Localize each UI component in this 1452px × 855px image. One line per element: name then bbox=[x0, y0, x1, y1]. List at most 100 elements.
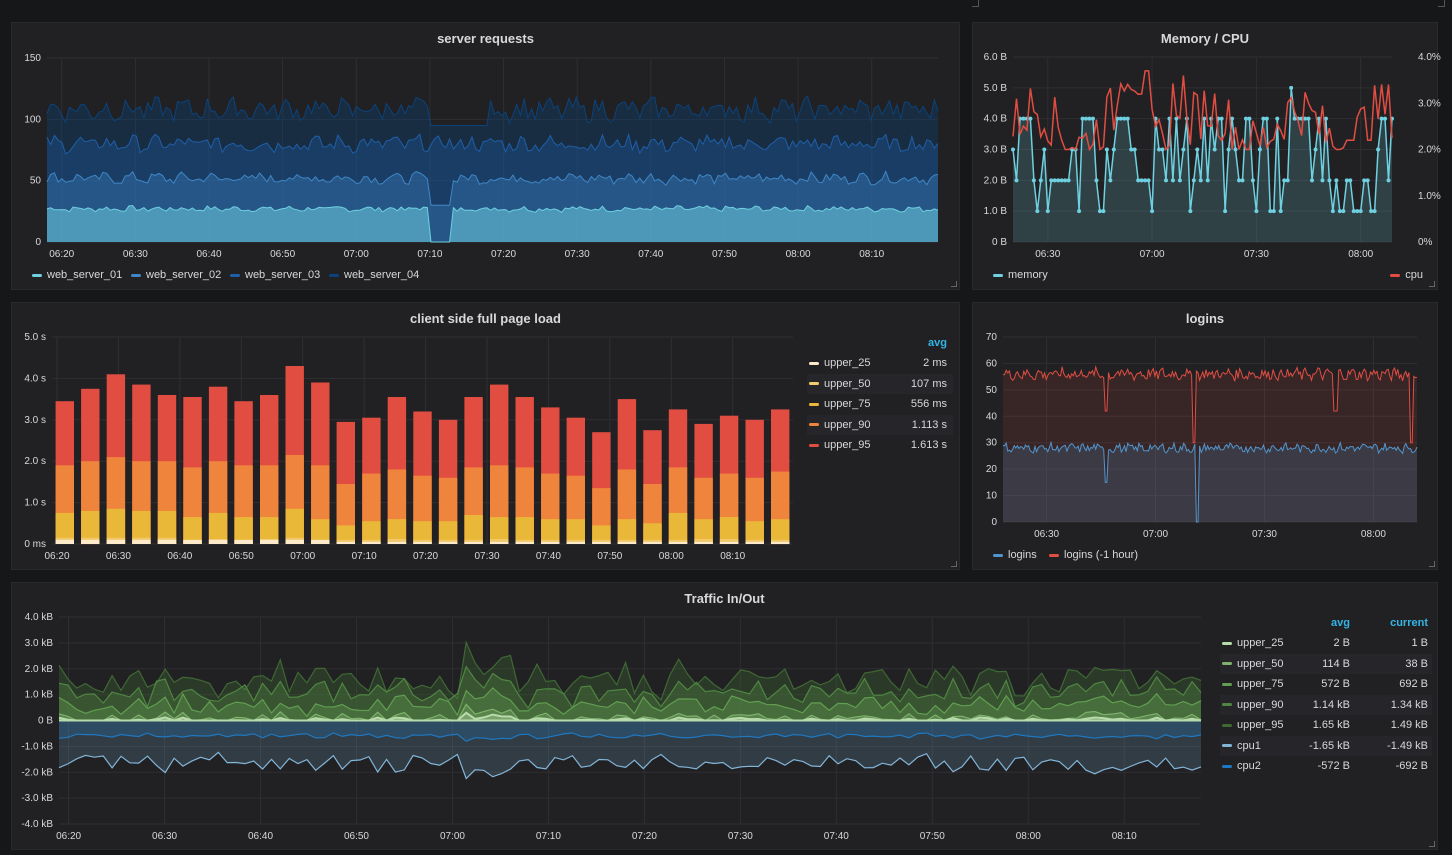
memory-point bbox=[1205, 178, 1210, 183]
bar-upper_75 bbox=[234, 517, 253, 544]
legend-label: upper_90 bbox=[1237, 698, 1284, 711]
resize-handle[interactable] bbox=[951, 561, 957, 567]
memory-point bbox=[1226, 147, 1231, 152]
legend-header-avg[interactable]: avg bbox=[928, 337, 947, 349]
legend-header-current[interactable]: current bbox=[1390, 617, 1428, 629]
legend-item-upper-75[interactable]: upper_75 572 B 692 B bbox=[1220, 674, 1432, 694]
logins-graph[interactable]: 70 60 50 40 30 20 10 0 06:30 07:00 07:30 08:00 bbox=[973, 303, 1439, 571]
legend-swatch bbox=[809, 443, 819, 447]
x-tick-label: 08:00 bbox=[786, 249, 811, 260]
legend-item-upper-50[interactable]: upper_50 107 ms bbox=[807, 373, 953, 394]
legend-item-web-server-04[interactable]: web_server_04 bbox=[329, 269, 419, 281]
y-tick-label: 2.0 kB bbox=[25, 664, 54, 675]
bar-upper_25 bbox=[541, 541, 560, 544]
x-tick-label: 06:40 bbox=[196, 249, 221, 260]
bar-upper_25 bbox=[566, 541, 585, 544]
bar-upper_25 bbox=[694, 541, 713, 544]
resize-handle[interactable] bbox=[1429, 841, 1435, 847]
x-tick-label: 06:20 bbox=[56, 831, 81, 842]
memory-point bbox=[1285, 178, 1290, 183]
memory-cpu-graph[interactable]: 6.0 B 5.0 B 4.0 B 3.0 B 2.0 B 1.0 B 0 B 06:30 07… bbox=[973, 23, 1441, 291]
y-right-tick-label: 1.0% bbox=[1418, 191, 1441, 202]
memory-point bbox=[1143, 178, 1148, 183]
legend-header-avg[interactable]: avg bbox=[1331, 617, 1350, 629]
bar-upper_25 bbox=[592, 541, 611, 544]
x-tick-label: 08:00 bbox=[1016, 831, 1041, 842]
resize-handle[interactable] bbox=[1429, 561, 1435, 567]
memory-point bbox=[1021, 116, 1026, 121]
memory-point bbox=[1348, 178, 1353, 183]
memory-point bbox=[1383, 116, 1388, 121]
legend-value-avg: 1.65 kB bbox=[1312, 719, 1350, 731]
legend-item-web-server-03[interactable]: web_server_03 bbox=[230, 269, 320, 281]
memory-point bbox=[1125, 116, 1130, 121]
bar-upper_25 bbox=[668, 541, 688, 544]
memory-point bbox=[1136, 178, 1141, 183]
bar-upper_25 bbox=[81, 539, 100, 544]
bar-upper_25 bbox=[208, 539, 228, 544]
server-requests-graph[interactable]: 150 100 50 0 06:20 06:30 06:40 06:50 07:00 07:10 0… bbox=[12, 23, 961, 291]
legend-label: upper_25 bbox=[824, 357, 871, 369]
bar-upper_25 bbox=[745, 541, 764, 544]
memory-point bbox=[1059, 178, 1064, 183]
panel-title[interactable]: client side full page load bbox=[410, 311, 561, 326]
bar-upper_25 bbox=[55, 539, 74, 544]
legend-item-upper-50[interactable]: upper_50 114 B 38 B bbox=[1220, 653, 1432, 674]
y-tick-label: 0 bbox=[991, 517, 997, 528]
series-area bbox=[59, 642, 1201, 721]
memory-point bbox=[1292, 116, 1297, 121]
bar-upper_75 bbox=[541, 519, 560, 544]
bar-upper_25 bbox=[336, 541, 355, 544]
legend-item-cpu2[interactable]: cpu2 -572 B -692 B bbox=[1220, 756, 1432, 776]
legend-swatch bbox=[1222, 744, 1232, 748]
legend-swatch bbox=[809, 361, 819, 365]
bar-upper_25 bbox=[285, 539, 304, 544]
panel-server-requests: server requests 150 100 50 0 06:20 06:30 06:40… bbox=[11, 22, 960, 290]
legend-item-upper-25[interactable]: upper_25 2 ms bbox=[807, 353, 953, 373]
legend-item-upper-95[interactable]: upper_95 1.65 kB 1.49 kB bbox=[1220, 715, 1432, 735]
memory-point bbox=[1090, 116, 1095, 121]
memory-point bbox=[1386, 178, 1391, 183]
legend-item-upper-90[interactable]: upper_90 1.14 kB 1.34 kB bbox=[1220, 694, 1432, 715]
y-tick-label: 1.0 kB bbox=[25, 690, 54, 701]
legend-value-avg: 114 B bbox=[1322, 657, 1350, 670]
legend-label: upper_75 bbox=[1237, 678, 1284, 690]
memory-point bbox=[1011, 147, 1015, 152]
legend-item-upper-75[interactable]: upper_75 556 ms bbox=[807, 394, 953, 414]
legend-item-logins-1-hour-[interactable]: logins (-1 hour) bbox=[1049, 549, 1138, 561]
legend-swatch bbox=[131, 273, 141, 277]
x-tick-label: 06:40 bbox=[248, 831, 273, 842]
memory-point bbox=[1132, 147, 1137, 152]
panel-title[interactable]: Traffic In/Out bbox=[684, 591, 765, 606]
panel-title[interactable]: Memory / CPU bbox=[1160, 31, 1250, 46]
legend-item-upper-90[interactable]: upper_90 1.113 s bbox=[807, 414, 953, 435]
legend-item-cpu[interactable]: cpu bbox=[1390, 269, 1423, 281]
legend-item-cpu1[interactable]: cpu1 -1.65 kB -1.49 kB bbox=[1220, 735, 1432, 756]
resize-handle[interactable] bbox=[1438, 0, 1445, 7]
legend-item-logins[interactable]: logins bbox=[993, 549, 1037, 561]
bar-upper_50 bbox=[719, 539, 739, 544]
y-tick-label: 2.0 B bbox=[984, 175, 1008, 186]
memory-point bbox=[1063, 178, 1068, 183]
legend-item-upper-25[interactable]: upper_25 2 B 1 B bbox=[1220, 633, 1432, 653]
legend-item-web-server-01[interactable]: web_server_01 bbox=[32, 269, 122, 281]
series-line-web_server_03 bbox=[46, 132, 939, 155]
bar-upper_75 bbox=[106, 508, 126, 544]
panel-title[interactable]: server requests bbox=[437, 31, 534, 46]
resize-handle[interactable] bbox=[972, 0, 979, 7]
legend-item-web-server-02[interactable]: web_server_02 bbox=[131, 269, 221, 281]
legend-item-upper-95[interactable]: upper_95 1.613 s bbox=[807, 435, 953, 455]
memory-point bbox=[1122, 116, 1127, 121]
y-right-tick-label: 2.0% bbox=[1418, 145, 1441, 156]
legend-item-memory[interactable]: memory bbox=[993, 269, 1048, 281]
resize-handle[interactable] bbox=[1429, 281, 1435, 287]
traffic-graph[interactable]: 4.0 kB 3.0 kB 2.0 kB 1.0 kB 0 B -1.0 kB -2.0 k… bbox=[12, 583, 1439, 851]
series-area bbox=[59, 666, 1201, 721]
bar-upper_75 bbox=[592, 525, 611, 544]
bar-upper_75 bbox=[55, 512, 74, 544]
legend-swatch bbox=[1222, 764, 1232, 768]
panel-title[interactable]: logins bbox=[1185, 311, 1225, 326]
resize-handle[interactable] bbox=[951, 281, 957, 287]
memory-point bbox=[1257, 147, 1262, 152]
